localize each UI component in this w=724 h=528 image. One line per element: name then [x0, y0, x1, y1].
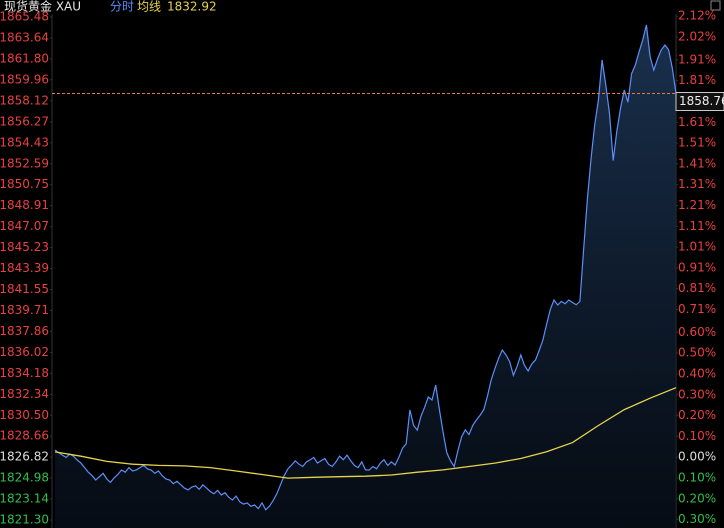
y2-tick-label: 2.02% [678, 29, 716, 43]
legend-entry: 均线 [137, 0, 161, 14]
last-price-label: 1858.76 [679, 94, 724, 108]
y2-tick-label: 0.60% [678, 325, 716, 339]
y2-tick-label: 0.40% [678, 366, 716, 380]
y2-tick-label: 1.01% [678, 240, 716, 254]
y2-tick-label: 1.61% [678, 115, 716, 129]
y2-tick-label: 1.41% [678, 156, 716, 170]
y2-tick-label: 1.91% [678, 52, 716, 66]
average-line [54, 387, 677, 479]
y-tick-label: 1858.12 [0, 93, 49, 107]
y-tick-label: 1830.50 [0, 408, 49, 422]
y2-tick-label: 0.00% [678, 450, 716, 464]
chart-title: 现货黄金 XAU [4, 0, 81, 14]
y2-tick-label: 1.21% [678, 198, 716, 212]
y-tick-label: 1854.43 [0, 135, 49, 149]
y2-tick-label: 1.31% [678, 177, 716, 191]
y2-tick-label: 0.91% [678, 260, 716, 274]
y-tick-label: 1863.64 [0, 30, 49, 44]
y2-tick-label: 1.51% [678, 136, 716, 150]
y2-tick-label: 0.10% [678, 429, 716, 443]
y-tick-label: 1834.18 [0, 366, 49, 380]
y2-tick-label: 0.10% [678, 470, 716, 484]
price-line [54, 24, 677, 511]
y2-tick-label: 0.20% [678, 408, 716, 422]
y2-tick-label: 1.11% [678, 219, 716, 233]
y-tick-label: 1865.48 [0, 10, 49, 24]
plot-area [54, 24, 677, 528]
price-area [55, 25, 676, 528]
y-tick-label: 1832.34 [0, 387, 49, 401]
y-tick-label: 1826.82 [0, 450, 49, 464]
y2-tick-label: 0.81% [678, 281, 716, 295]
y-tick-label: 1861.80 [0, 51, 49, 65]
window-icon[interactable] [710, 0, 721, 11]
y-tick-label: 1828.66 [0, 429, 49, 443]
last-price-box [675, 92, 724, 112]
y-tick-label: 1850.75 [0, 177, 49, 191]
legend-entry: 分时 [110, 0, 134, 14]
y-tick-label: 1837.86 [0, 324, 49, 338]
y-tick-label: 1839.71 [0, 303, 49, 317]
y-tick-label: 1856.27 [0, 114, 49, 128]
y2-tick-label: 0.30% [678, 387, 716, 401]
y-tick-label: 1859.96 [0, 72, 49, 86]
y2-tick-label: 2.12% [678, 9, 716, 23]
y-tick-label: 1845.23 [0, 240, 49, 254]
y2-tick-label: 0.50% [678, 346, 716, 360]
y2-tick-label: 0.71% [678, 302, 716, 316]
y-tick-label: 1823.14 [0, 492, 49, 506]
y-tick-label: 1852.59 [0, 156, 49, 170]
y-tick-label: 1824.98 [0, 471, 49, 485]
y-tick-label: 1821.30 [0, 513, 49, 527]
y2-tick-label: 0.20% [678, 491, 716, 505]
y-tick-label: 1843.39 [0, 261, 49, 275]
y-tick-label: 1847.07 [0, 219, 49, 233]
y2-tick-label: 0.30% [678, 512, 716, 526]
ma-current-value: 1832.92 [167, 0, 217, 14]
y-tick-label: 1841.55 [0, 282, 49, 296]
y2-tick-label: 1.81% [678, 73, 716, 87]
y-tick-label: 1836.02 [0, 345, 49, 359]
y-tick-label: 1848.91 [0, 198, 49, 212]
